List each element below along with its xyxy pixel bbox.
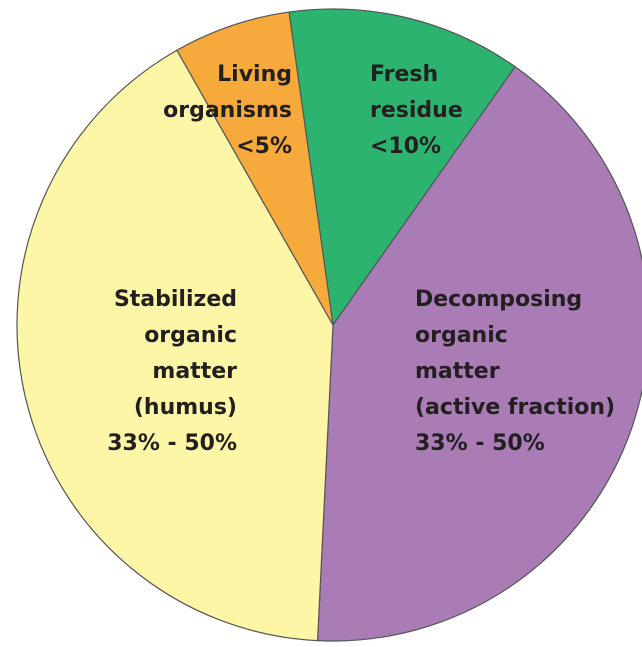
range-label: 33% - 50% xyxy=(107,431,237,456)
category-name: Decomposing organic matter (active fract… xyxy=(415,287,616,420)
pie-slice xyxy=(288,8,516,327)
category-name: Living organisms xyxy=(163,62,292,123)
pie-slice xyxy=(16,49,334,642)
range-label: <10% xyxy=(370,134,442,159)
category-name: Stabilized organic matter (humus) xyxy=(113,287,237,420)
category-name: Fresh residue xyxy=(370,62,463,123)
slice-label: Decomposing organic matter (active fract… xyxy=(415,282,615,462)
pie-slice xyxy=(316,65,642,642)
slice-label: Stabilized organic matter (humus) 33% - 5… xyxy=(107,282,237,462)
pie-slice xyxy=(176,11,334,326)
slice-label: Fresh residue <10% xyxy=(370,57,463,165)
range-label: <5% xyxy=(236,134,292,159)
range-label: 33% - 50% xyxy=(415,431,545,456)
slice-label: Living organisms <5% xyxy=(163,57,292,165)
